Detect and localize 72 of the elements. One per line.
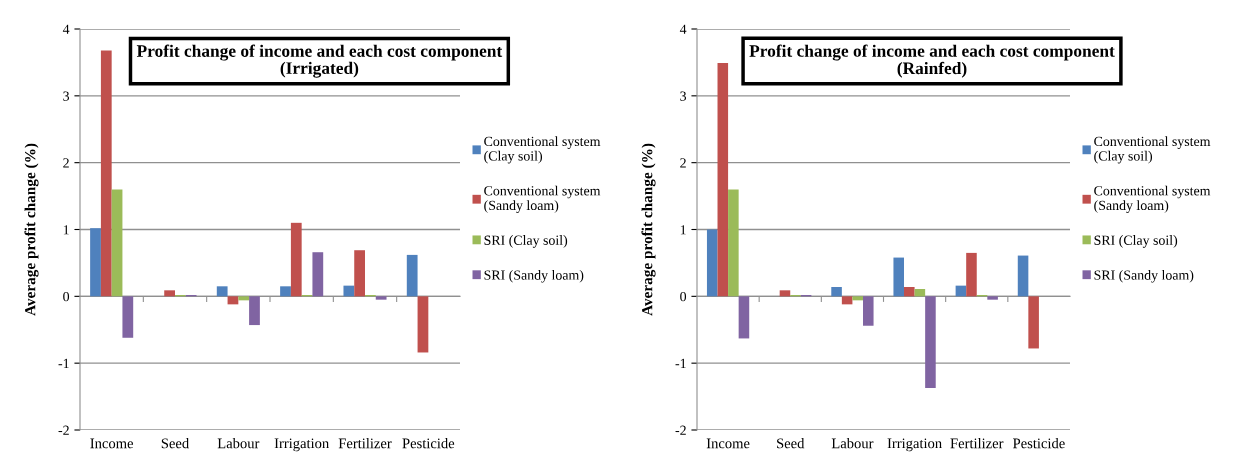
legend-label: SRI (Sandy loam) xyxy=(484,269,584,283)
bar xyxy=(122,296,134,338)
bar xyxy=(249,296,260,326)
x-tick-label: Irrigation xyxy=(887,438,942,452)
x-tick-label: Labour xyxy=(831,438,874,449)
bar xyxy=(354,250,365,297)
legend-label: Conventional system (Clay soil) xyxy=(484,136,601,164)
legend-label: Conventional system (Clay soil) xyxy=(1094,136,1211,164)
y-axis-title: Average profit change (%) xyxy=(24,143,39,316)
bar xyxy=(738,296,750,339)
bar xyxy=(966,252,977,297)
bar xyxy=(706,229,718,297)
legend-label: Conventional system (Sandy loam) xyxy=(484,185,601,213)
bar xyxy=(406,254,418,297)
x-tick-label: Fertilizer xyxy=(338,438,392,449)
y-tick-label: 2 xyxy=(63,158,69,168)
bar xyxy=(728,189,739,297)
bar xyxy=(893,257,905,297)
y-tick-label: -1 xyxy=(675,358,686,368)
bar xyxy=(1017,255,1029,297)
y-tick-label: 3 xyxy=(63,91,70,101)
x-tick-label: Irrigation xyxy=(274,438,329,452)
bar xyxy=(290,222,302,297)
bar xyxy=(987,296,998,300)
y-tick-label: 1 xyxy=(63,225,69,235)
bar xyxy=(852,296,863,301)
legend-label: SRI (Clay soil) xyxy=(1094,235,1178,248)
bar xyxy=(164,290,175,297)
bar xyxy=(280,286,291,297)
bar xyxy=(100,50,112,297)
bar xyxy=(1028,296,1039,349)
x-tick-label: Income xyxy=(90,438,134,449)
bar xyxy=(90,228,101,297)
bar xyxy=(343,285,355,297)
bar xyxy=(904,286,915,297)
x-tick-label: Pesticide xyxy=(1013,438,1065,449)
x-tick-label: Income xyxy=(706,438,750,449)
y-tick-label: 4 xyxy=(679,24,687,34)
bar xyxy=(925,296,936,388)
bar xyxy=(862,296,874,326)
text: Profit change of income and each cost component (Rainfed) xyxy=(749,44,1115,78)
bar xyxy=(111,189,123,297)
bar xyxy=(312,252,324,297)
y-tick-label: 0 xyxy=(63,291,70,302)
y-tick-label: -2 xyxy=(675,425,686,435)
bar xyxy=(227,296,239,305)
legend-label: SRI (Sandy loam) xyxy=(1094,269,1194,283)
bar xyxy=(238,296,250,301)
x-tick-label: Labour xyxy=(217,438,260,449)
bar xyxy=(914,288,926,297)
x-tick-label: Seed xyxy=(777,438,805,449)
bar xyxy=(375,296,387,300)
x-tick-label: Pesticide xyxy=(402,438,455,449)
bar xyxy=(216,286,228,297)
y-tick-label: 2 xyxy=(680,158,686,168)
y-tick-label: -2 xyxy=(58,425,69,435)
bar xyxy=(779,290,791,297)
y-axis-title: Average profit change (%) xyxy=(641,143,656,316)
bar xyxy=(841,296,853,305)
y-tick-label: -1 xyxy=(58,358,69,368)
x-tick-label: Fertilizer xyxy=(950,438,1004,449)
y-tick-label: 3 xyxy=(680,91,687,101)
y-tick-label: 1 xyxy=(680,225,686,235)
bar xyxy=(717,63,729,297)
y-tick-label: 0 xyxy=(680,291,687,302)
bar xyxy=(417,296,429,353)
x-tick-label: Seed xyxy=(161,438,189,449)
text: Profit change of income and each cost component (Irrigated) xyxy=(136,44,503,78)
y-tick-label: 4 xyxy=(62,24,70,34)
bar xyxy=(831,286,842,297)
legend-label: Conventional system (Sandy loam) xyxy=(1094,185,1211,213)
legend-label: SRI (Clay soil) xyxy=(484,235,568,248)
